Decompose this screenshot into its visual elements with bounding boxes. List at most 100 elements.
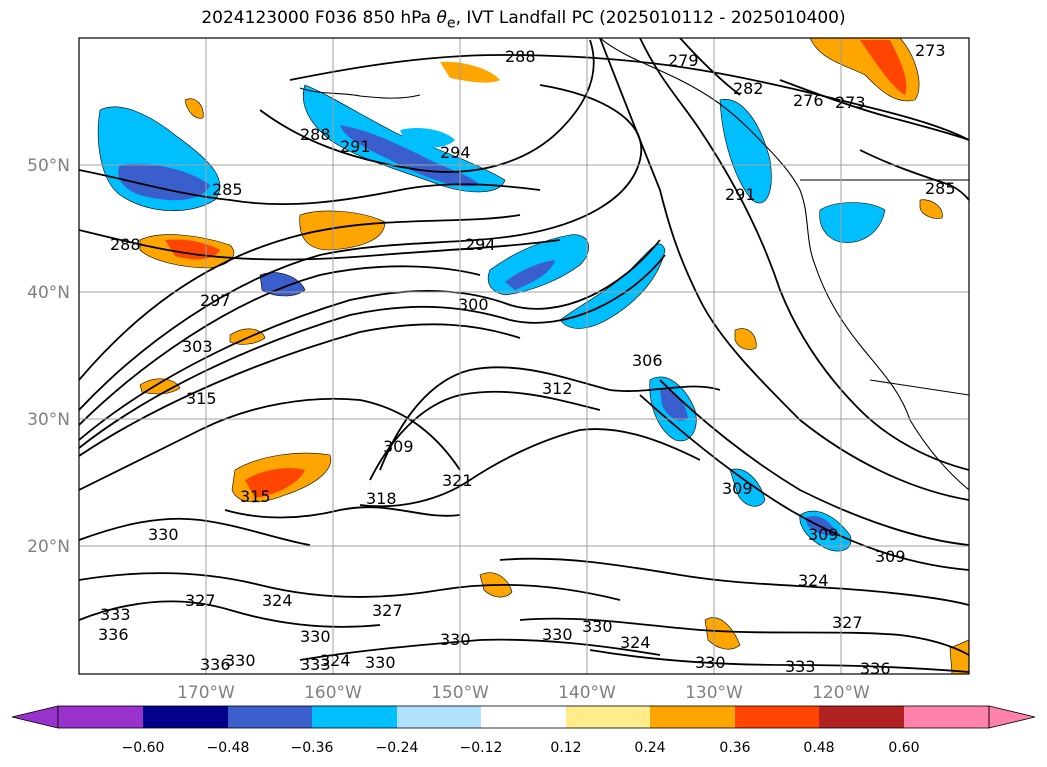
positive-patch-core xyxy=(860,40,907,95)
contour-line xyxy=(859,149,969,201)
lon-label-120w: 120°W xyxy=(812,683,870,703)
contour-label: 333 xyxy=(785,657,816,676)
contour-label: 330 xyxy=(365,653,396,672)
contour-line xyxy=(79,572,621,601)
contour-label: 291 xyxy=(340,137,371,156)
negative-patch xyxy=(719,99,772,204)
negative-patch-core xyxy=(118,163,210,201)
positive-patch xyxy=(299,210,386,251)
lat-label-50n: 50°N xyxy=(27,156,70,176)
colorbar: −0.60 −0.48 −0.36 −0.24 −0.12 0.12 0.24 … xyxy=(11,705,1036,756)
contour-label: 324 xyxy=(320,651,351,670)
contour-line xyxy=(289,54,969,141)
contour-label: 300 xyxy=(458,295,489,314)
contour-label: 306 xyxy=(632,351,663,370)
colorbar-tick-label: −0.12 xyxy=(460,740,503,756)
positive-patch xyxy=(734,328,757,350)
negative-patch-core xyxy=(660,389,688,421)
contour-line xyxy=(79,254,666,449)
contour-label: 333 xyxy=(300,655,331,674)
colorbar-segment xyxy=(58,706,143,728)
lon-label-150w: 150°W xyxy=(431,683,489,703)
contour-label: 336 xyxy=(860,659,891,678)
colorbar-segment xyxy=(566,706,650,728)
colorbar-tick-label: −0.24 xyxy=(376,740,419,756)
colorbar-extend-low xyxy=(11,705,59,729)
colorbar-segment xyxy=(481,706,566,728)
contour-label: 288 xyxy=(110,235,141,254)
negative-patch xyxy=(819,202,886,243)
contour-label: 309 xyxy=(722,479,753,498)
latitude-labels: 50°N 40°N 30°N 20°N xyxy=(27,156,70,557)
colorbar-segment xyxy=(397,706,481,728)
contour-label: 309 xyxy=(875,547,906,566)
contour-line xyxy=(499,557,969,606)
contour-label: 282 xyxy=(733,79,764,98)
lon-label-170w: 170°W xyxy=(177,683,235,703)
contour-line xyxy=(599,38,969,501)
colorbar-segment xyxy=(228,706,312,728)
contour-line xyxy=(779,79,969,141)
colorbar-tick-label: 0.12 xyxy=(550,740,581,756)
contour-label: 276 xyxy=(793,91,824,110)
positive-patch xyxy=(184,98,204,119)
contour-label: 315 xyxy=(240,487,271,506)
contour-label: 330 xyxy=(148,525,179,544)
coastline-aleutians xyxy=(299,87,421,99)
contour-label: 324 xyxy=(798,571,829,590)
colorbar-frame xyxy=(57,705,990,729)
contour-labels: 288 279 282 276 273 273 285 291 294 288 … xyxy=(98,41,956,678)
positive-patch xyxy=(919,199,943,219)
colorbar-tick-label: −0.48 xyxy=(207,740,250,756)
gridlines xyxy=(79,38,969,674)
contour-line xyxy=(519,617,969,656)
contour-label: 288 xyxy=(300,125,331,144)
negative-patch xyxy=(729,468,766,507)
contour-line xyxy=(79,397,461,491)
contour-label: 285 xyxy=(212,180,243,199)
colorbar-tick-label: −0.36 xyxy=(291,740,334,756)
contour-line xyxy=(79,229,561,261)
contour-label: 327 xyxy=(832,613,863,632)
contour-label: 294 xyxy=(465,235,496,254)
colorbar-segment xyxy=(904,706,989,728)
map-panel: 288 279 282 276 273 273 285 291 294 288 … xyxy=(78,37,970,678)
figure-title: 2024123000 F036 850 hPa θe, IVT Landfall… xyxy=(201,8,846,32)
contour-label: 330 xyxy=(300,627,331,646)
colorbar-tick-label: 0.24 xyxy=(634,740,665,756)
colorbar-segment xyxy=(735,706,819,728)
colorbar-tick-label: 0.36 xyxy=(719,740,750,756)
shaded-patches xyxy=(97,38,969,674)
contour-line xyxy=(639,38,969,471)
contour-label: 288 xyxy=(505,47,536,66)
contour-line xyxy=(79,323,521,457)
negative-patch xyxy=(400,128,455,148)
contour-label: 330 xyxy=(440,630,471,649)
contour-label: 309 xyxy=(383,437,414,456)
colorbar-segment xyxy=(819,706,904,728)
contour-label: 330 xyxy=(582,617,613,636)
contour-line xyxy=(359,428,701,508)
contour-label: 291 xyxy=(725,185,756,204)
positive-patch xyxy=(139,378,181,395)
contour-label: 273 xyxy=(835,93,866,112)
contour-label: 333 xyxy=(100,605,131,624)
lat-label-20n: 20°N xyxy=(27,537,70,557)
positive-patch-core xyxy=(245,468,305,498)
contour-line xyxy=(79,265,481,426)
colorbar-tick-label: 0.48 xyxy=(803,740,834,756)
contour-label: 324 xyxy=(262,591,293,610)
lon-label-130w: 130°W xyxy=(685,683,743,703)
negative-patch xyxy=(559,243,666,329)
contour-line xyxy=(299,638,661,661)
negative-patch-core xyxy=(340,125,480,187)
contour-label: 336 xyxy=(200,655,231,674)
contour-line xyxy=(379,366,721,471)
contour-line xyxy=(79,239,661,441)
colorbar-segment xyxy=(650,706,735,728)
contour-label: 294 xyxy=(440,143,471,162)
coastline-north-america xyxy=(599,38,969,491)
colorbar-segment xyxy=(312,706,397,728)
contour-label: 327 xyxy=(185,591,216,610)
